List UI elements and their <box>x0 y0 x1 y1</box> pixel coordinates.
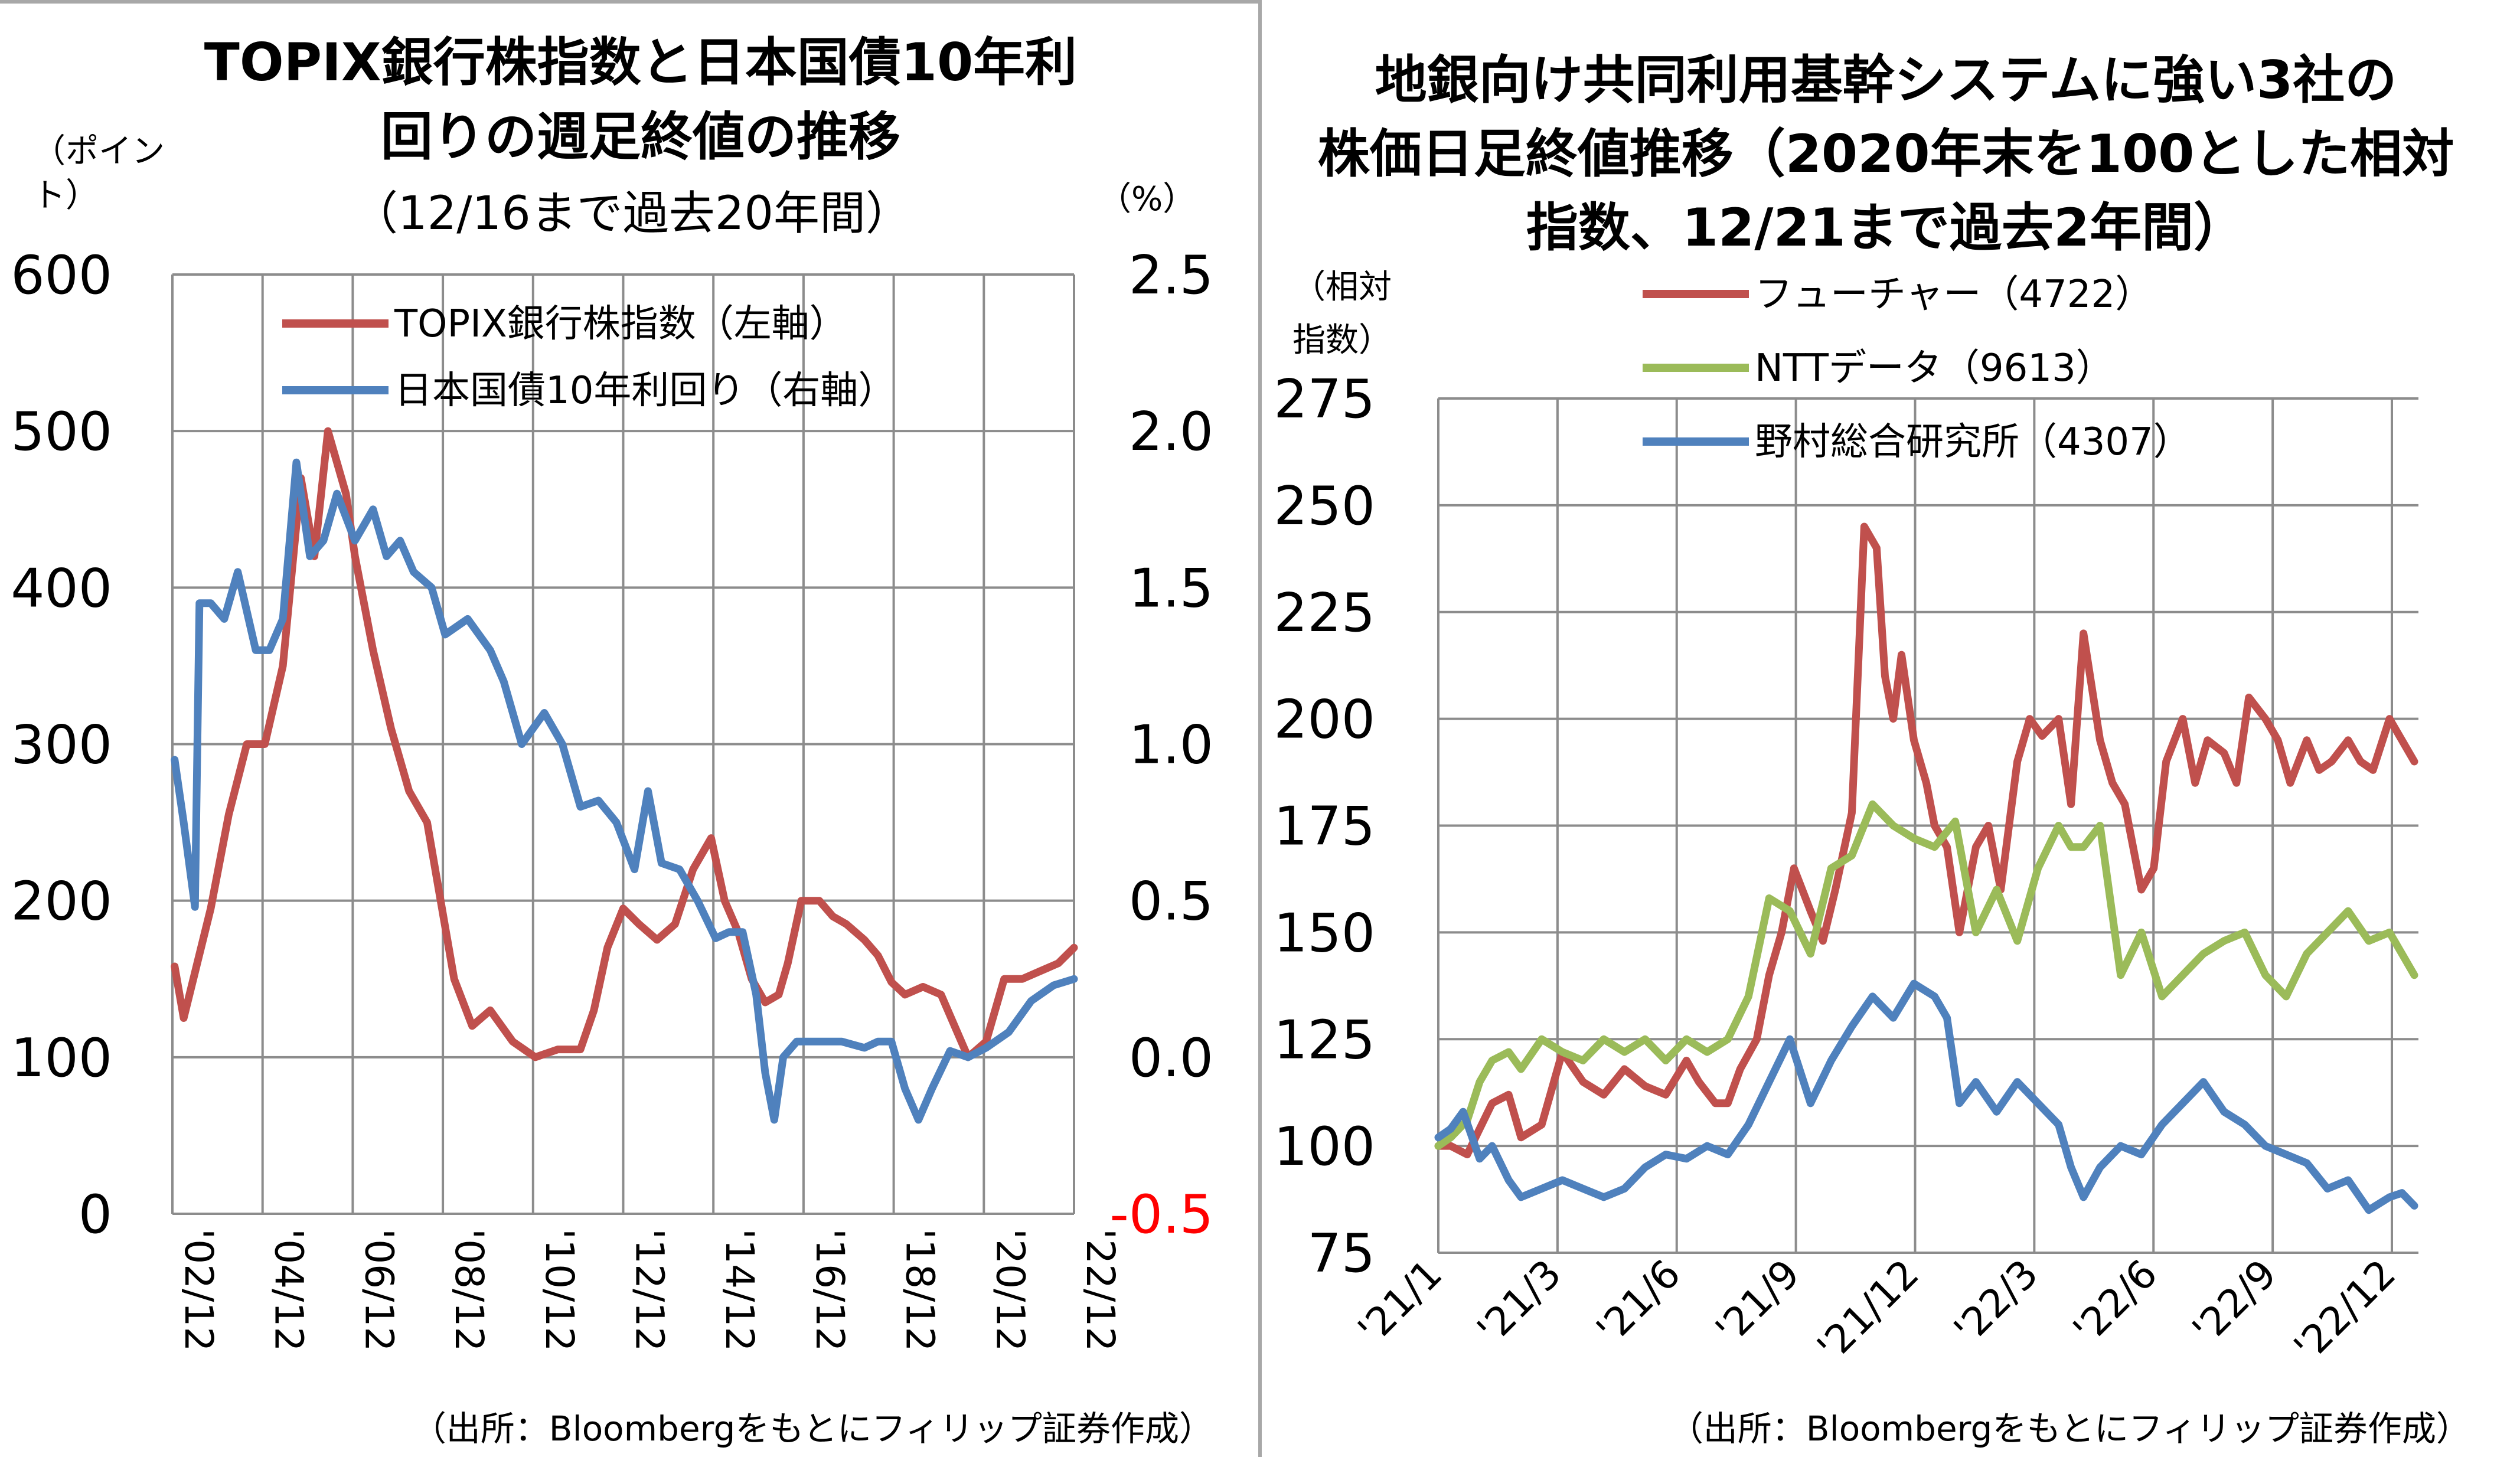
y-tick: 100 <box>1274 1116 1375 1178</box>
left-chart-source: （出所：Bloombergをもとにフィリップ証券作成） <box>412 1409 1213 1449</box>
right-chart-panel: 地銀向け共同利用基幹システムに強い3社の 株価日足終値推移（2020年末を100… <box>1260 0 2520 1457</box>
left-chart-subtitle: （12/16まで過去20年間） <box>352 187 912 240</box>
x-tick-label: '04/12 <box>266 1229 312 1351</box>
y-tick-right: 0.0 <box>1129 1027 1213 1089</box>
left-chart: TOPIX銀行株指数と日本国債10年利 回りの週足終値の推移 （12/16まで過… <box>11 32 1213 1449</box>
y-tick-right: 1.5 <box>1129 557 1213 619</box>
right-axis-unit: （%） <box>1098 180 1196 218</box>
legend-label-ntt-data: NTTデータ（9613） <box>1755 347 2114 390</box>
legend-label-jgb-10y: 日本国債10年利回り（右軸） <box>394 369 896 413</box>
series-line-ntt-data <box>1434 800 2418 1150</box>
x-tick-label: '22/12 <box>1078 1229 1123 1351</box>
y-tick-left: 500 <box>11 401 112 463</box>
y-tick-right: 2.5 <box>1129 244 1213 306</box>
x-tick-label: '21/3 <box>1468 1251 1570 1353</box>
x-tick-label: '22/3 <box>1946 1251 2047 1353</box>
right-chart: 地銀向け共同利用基幹システムに強い3社の 株価日足終値推移（2020年末を100… <box>1274 50 2470 1449</box>
x-tick-label: '21/6 <box>1588 1251 1689 1353</box>
left-chart-panel: TOPIX銀行株指数と日本国債10年利 回りの週足終値の推移 （12/16まで過… <box>11 32 1213 1449</box>
y-tick: 225 <box>1274 582 1375 644</box>
series-line-topix-bank <box>171 427 1078 1061</box>
y-tick: 250 <box>1274 475 1375 537</box>
y-tick-right: 2.0 <box>1129 401 1213 463</box>
y-tick: 200 <box>1274 689 1375 751</box>
y-tick-left: 0 <box>79 1184 112 1246</box>
x-tick-label: '14/12 <box>717 1229 762 1351</box>
y-tick-left: 300 <box>11 714 112 776</box>
left-axis-unit-line2: ト） <box>32 177 99 215</box>
left-chart-legend: TOPIX銀行株指数（左軸） 日本国債10年利回り（右軸） <box>282 302 896 413</box>
right-chart-series <box>1434 522 2418 1214</box>
x-tick-label: '21/12 <box>1809 1251 1928 1370</box>
y-tick: 275 <box>1274 368 1375 430</box>
y-tick-right: 0.5 <box>1129 871 1213 933</box>
series-line-nri <box>1434 979 2418 1214</box>
legend-label-topix-bank: TOPIX銀行株指数（左軸） <box>394 302 847 346</box>
left-chart-title-line1: TOPIX銀行株指数と日本国債10年利 <box>204 32 1077 93</box>
left-chart-y-ticks-left: 600 500 400 300 200 100 0 <box>11 244 112 1246</box>
x-tick-label: '18/12 <box>897 1229 943 1351</box>
y-tick-left: 200 <box>11 871 112 933</box>
frame-top-border <box>0 0 1260 4</box>
right-chart-legend: フューチャー（4722） NTTデータ（9613） 野村総合研究所（4307） <box>1643 273 2191 464</box>
left-chart-gridlines <box>171 273 1075 1215</box>
right-y-axis-unit-line1: （相対 <box>1292 268 1392 306</box>
x-tick-label: '22/6 <box>2064 1251 2166 1353</box>
x-tick-label: '22/12 <box>2286 1251 2405 1370</box>
x-tick-label: '22/9 <box>2183 1251 2285 1353</box>
x-tick-label: '08/12 <box>446 1229 492 1351</box>
x-tick-label: '12/12 <box>627 1229 673 1351</box>
legend-label-nri: 野村総合研究所（4307） <box>1755 420 2191 464</box>
left-axis-unit-line1: （ポイン <box>32 132 165 171</box>
y-tick-right: 1.0 <box>1129 714 1213 776</box>
x-tick-label: '02/12 <box>176 1229 221 1351</box>
panel-divider <box>1258 0 1262 1457</box>
right-chart-gridlines <box>1437 397 2418 1254</box>
y-tick-right: -0.5 <box>1109 1184 1213 1246</box>
x-tick-label: '20/12 <box>987 1229 1033 1351</box>
right-chart-title-line3: 指数、12/21まで過去2年間） <box>1526 197 2245 258</box>
legend-label-future: フューチャー（4722） <box>1755 273 2153 316</box>
x-tick-label: '21/9 <box>1707 1251 1809 1353</box>
right-chart-source: （出所：Bloombergをもとにフィリップ証券作成） <box>1669 1409 2470 1449</box>
x-tick-label: '06/12 <box>356 1229 401 1351</box>
y-tick: 175 <box>1274 796 1375 858</box>
right-chart-x-ticks: '21/1'21/3'21/6'21/9'21/12'22/3'22/6'22/… <box>1349 1251 2404 1370</box>
y-tick-left: 100 <box>11 1027 112 1089</box>
x-tick-label: '16/12 <box>807 1229 853 1351</box>
left-chart-x-ticks: '02/12 '04/12 '06/12 '08/12 '10/12 '12/12 '14/… <box>176 1229 1123 1351</box>
y-tick-left: 600 <box>11 244 112 306</box>
y-tick-left: 400 <box>11 557 112 619</box>
right-chart-title-line2: 株価日足終値推移（2020年末を100とした相対 <box>1318 123 2454 184</box>
y-tick: 75 <box>1307 1223 1375 1285</box>
left-chart-title-line2: 回りの週足終値の推移 <box>381 106 900 167</box>
right-chart-y-ticks: 275 250 225 200 175 150 125 100 75 <box>1274 368 1375 1285</box>
left-chart-y-ticks-right: 2.5 2.0 1.5 1.0 0.5 0.0 -0.5 <box>1109 244 1213 1246</box>
right-y-axis-unit-line2: 指数） <box>1292 321 1392 360</box>
y-tick: 125 <box>1274 1009 1375 1071</box>
y-tick: 150 <box>1274 902 1375 964</box>
left-chart-series <box>171 427 1078 1124</box>
right-chart-title-line1: 地銀向け共同利用基幹システムに強い3社の <box>1375 50 2397 110</box>
x-tick-label: '10/12 <box>537 1229 582 1351</box>
series-line-jgb-10y <box>171 458 1078 1124</box>
